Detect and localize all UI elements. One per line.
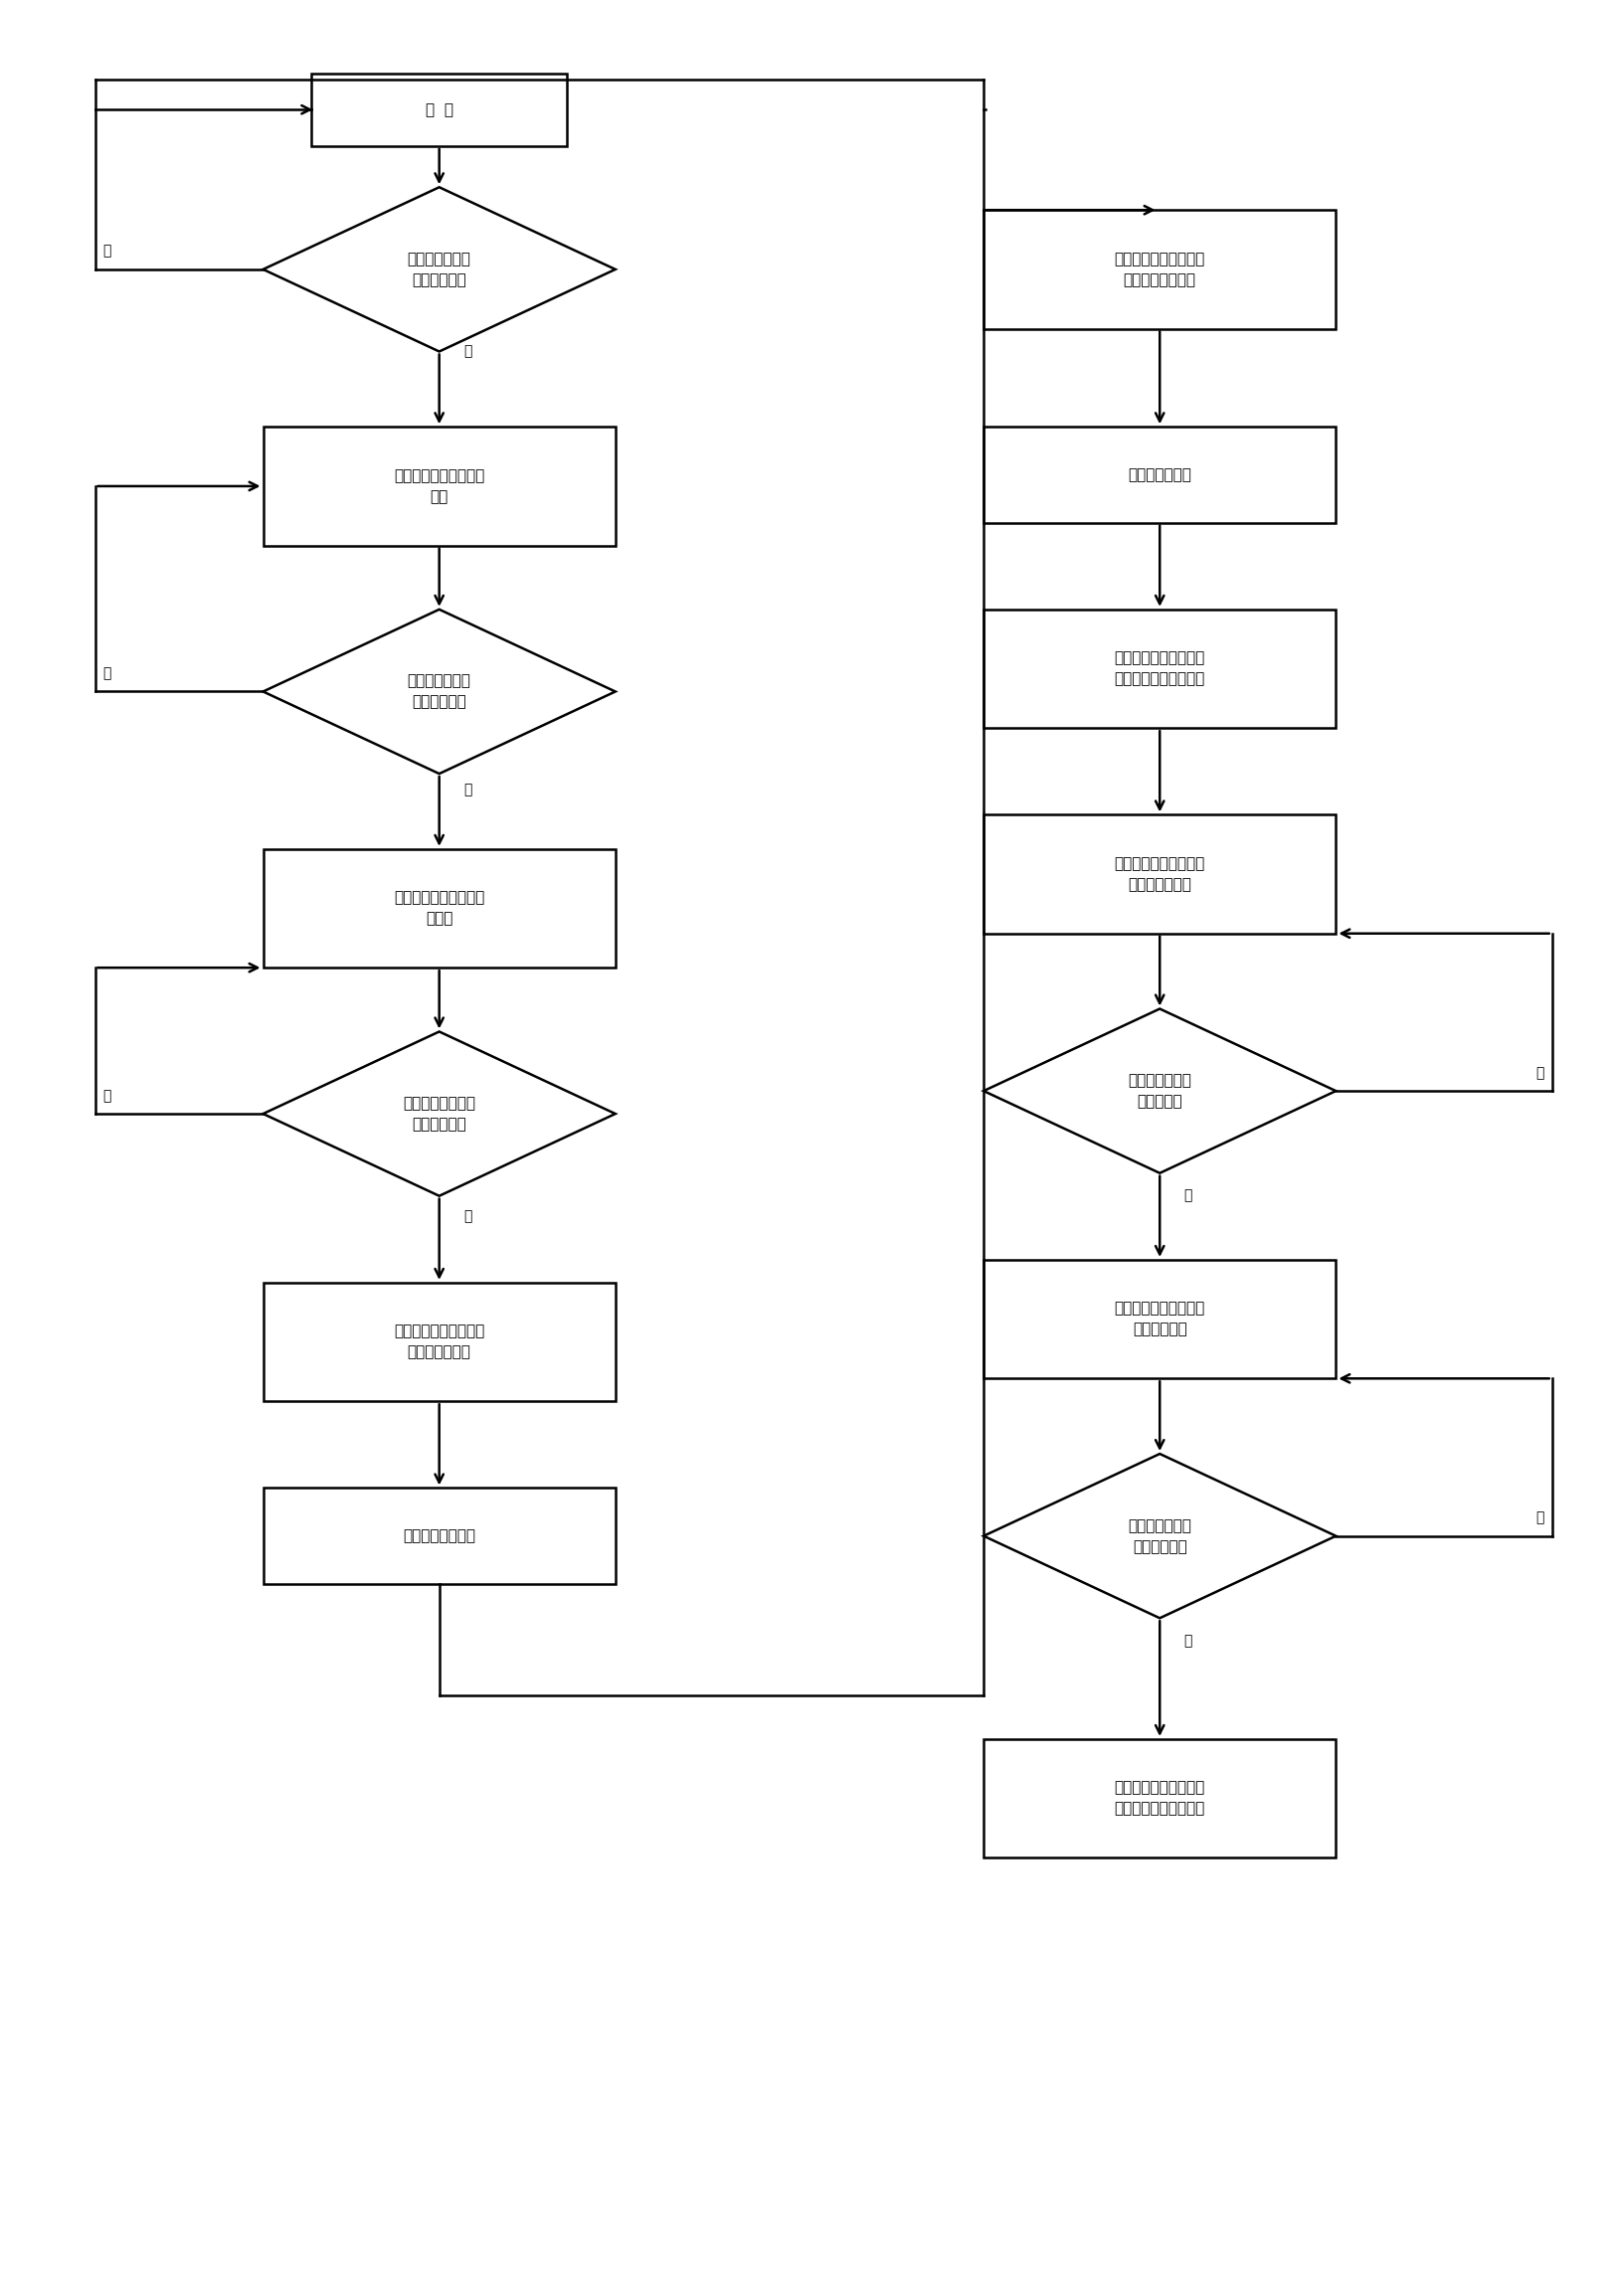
Text: 否: 否 xyxy=(103,666,111,680)
Text: 吸盘将帘布放下: 吸盘将帘布放下 xyxy=(1127,468,1191,482)
Polygon shape xyxy=(983,1008,1335,1173)
Bar xyxy=(263,850,615,967)
Text: 对接运输带移动
了给定距离？: 对接运输带移动 了给定距离？ xyxy=(1127,1518,1191,1554)
Bar xyxy=(263,1488,615,1584)
Text: 是: 是 xyxy=(463,1210,471,1224)
Bar xyxy=(983,1738,1335,1857)
Text: 是: 是 xyxy=(1183,1189,1191,1203)
Text: 吸盘以较高速度向布边
移动: 吸盘以较高速度向布边 移动 xyxy=(394,468,484,505)
Bar xyxy=(312,73,567,147)
Polygon shape xyxy=(983,1453,1335,1619)
Text: 开  始: 开 始 xyxy=(424,101,454,117)
Text: 否: 否 xyxy=(1535,1065,1543,1079)
Text: 有: 有 xyxy=(463,344,471,358)
Text: 是: 是 xyxy=(1183,1635,1191,1649)
Text: 吸盘落下吸取帘布: 吸盘落下吸取帘布 xyxy=(402,1529,475,1543)
Text: 否: 否 xyxy=(103,1088,111,1102)
Text: 该块帘布的前边缘与上
一块帘布的后边缘对接: 该块帘布的前边缘与上 一块帘布的后边缘对接 xyxy=(1114,650,1204,687)
Text: 帘布后边缘停在对接位
置，对接运输带停止运: 帘布后边缘停在对接位 置，对接运输带停止运 xyxy=(1114,1779,1204,1816)
Polygon shape xyxy=(263,608,615,774)
Text: 否: 否 xyxy=(1535,1511,1543,1525)
Bar xyxy=(983,815,1335,934)
Bar xyxy=(983,608,1335,728)
Text: 吸盘架下、运输
带上有布否？: 吸盘架下、运输 带上有布否？ xyxy=(407,253,471,287)
Text: 激光传感器２检
测到布尾？: 激光传感器２检 测到布尾？ xyxy=(1127,1072,1191,1109)
Text: 是: 是 xyxy=(463,783,471,797)
Text: 对接运输带以定位方式
移动给定距离: 对接运输带以定位方式 移动给定距离 xyxy=(1114,1302,1204,1336)
Polygon shape xyxy=(263,188,615,351)
Polygon shape xyxy=(263,1031,615,1196)
Bar xyxy=(983,209,1335,328)
Text: 吸盘以定位方式移
动给定距离？: 吸盘以定位方式移 动给定距离？ xyxy=(402,1095,475,1132)
Text: 吸盘拖曳帘布以定位方
式返回到对接位置: 吸盘拖曳帘布以定位方 式返回到对接位置 xyxy=(1114,253,1204,287)
Text: 无: 无 xyxy=(103,243,111,257)
Bar xyxy=(983,1261,1335,1378)
Text: 吸盘以定位方式移动给
定距离: 吸盘以定位方式移动给 定距离 xyxy=(394,891,484,925)
Text: 吸盘结束定位移动停在
帘布的边缘位置: 吸盘结束定位移动停在 帘布的边缘位置 xyxy=(394,1325,484,1359)
Bar xyxy=(983,427,1335,523)
Text: 对接运输带以较高速度
运走对接好的布: 对接运输带以较高速度 运走对接好的布 xyxy=(1114,856,1204,893)
Bar xyxy=(263,1283,615,1401)
Text: 激光传感器１检
测到布边否？: 激光传感器１检 测到布边否？ xyxy=(407,673,471,709)
Bar xyxy=(263,427,615,546)
